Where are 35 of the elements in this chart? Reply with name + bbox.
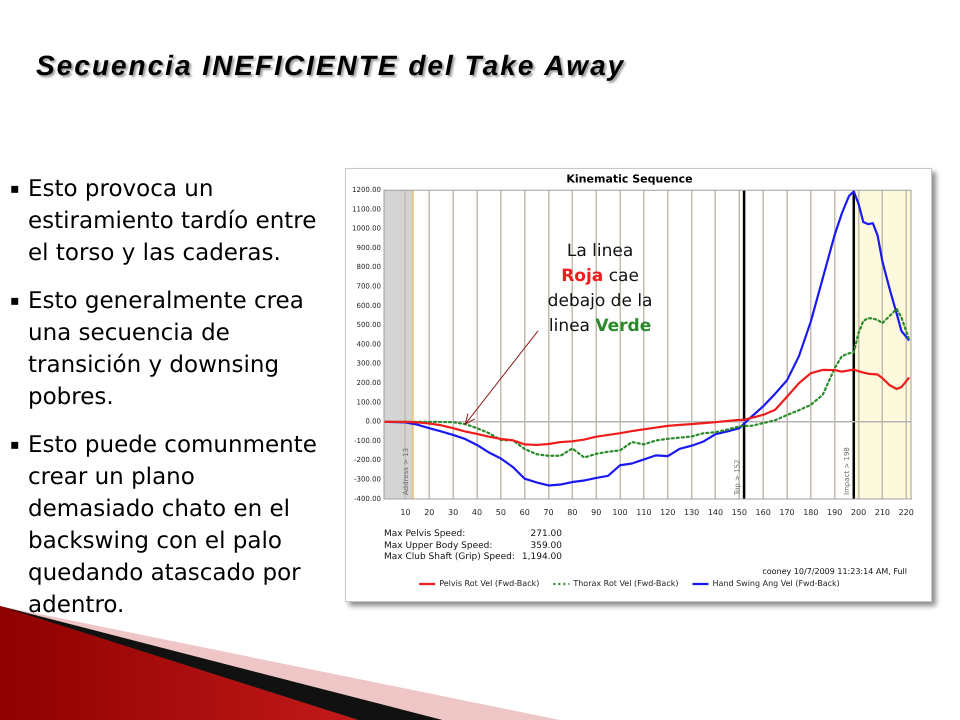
text: cooney 10/7/2009 11:23:14 AM, Full	[762, 567, 907, 576]
x-tick-label: 90	[591, 508, 602, 517]
x-tick-label: 190	[827, 508, 842, 517]
x-tick-label: 130	[684, 508, 700, 517]
text: ▪ Esto generalmente crea una secuencia de transición y downsing pobres.	[10, 287, 305, 412]
text: ▪ Esto provoca un estiramiento tardío entre el torso y las caderas.	[10, 175, 318, 268]
legend-label: Thorax Rot Vel (Fwd-Back)	[572, 579, 678, 588]
x-tick-label: 20	[424, 508, 434, 517]
x-tick-label: 180	[803, 508, 818, 517]
x-tick-label: 60	[520, 508, 530, 517]
text: Max Pelvis Speed: 271.00	[384, 529, 562, 539]
x-tick-label: 10	[400, 508, 411, 517]
x-tick-label: 110	[636, 508, 652, 517]
text: Max Club Shaft (Grip) Speed: 1,194.00	[384, 552, 562, 564]
legend-label: Pelvis Rot Vel (Fwd-Back)	[439, 579, 540, 588]
x-tick-label: 80	[567, 508, 578, 517]
x-tick-label: 100	[612, 508, 628, 517]
x-tick-label: 200	[850, 508, 866, 517]
x-tick-label: 40	[472, 508, 482, 517]
x-tick-label: 210	[874, 508, 890, 517]
chart-title: Secuencia INEFICIENTE del Take Away	[36, 50, 626, 82]
x-tick-label: 170	[779, 508, 795, 517]
x-tick-label: 150	[732, 508, 747, 517]
x-tick-label: 160	[756, 508, 771, 517]
x-tick-label: 70	[543, 508, 554, 517]
legend-label: Hand Swing Ang Vel (Fwd-Back)	[712, 579, 840, 588]
x-tick-label: 220	[898, 508, 914, 517]
text: Max Upper Body Speed: 359.00	[384, 540, 562, 550]
text: ▪ Esto puede comunmente crear un plano demasiado chato en el backswing con el palo quedando atascado por adentro.	[10, 431, 318, 620]
text: La linea Roja cae debajo de la linea Verde	[548, 241, 652, 336]
x-tick-label: 50	[496, 508, 506, 517]
x-tick-label: 140	[708, 508, 724, 517]
x-tick-label: 120	[660, 508, 676, 517]
x-tick-label: 30	[448, 508, 458, 517]
chart-subtitle: Kinematic Sequence	[566, 172, 693, 186]
